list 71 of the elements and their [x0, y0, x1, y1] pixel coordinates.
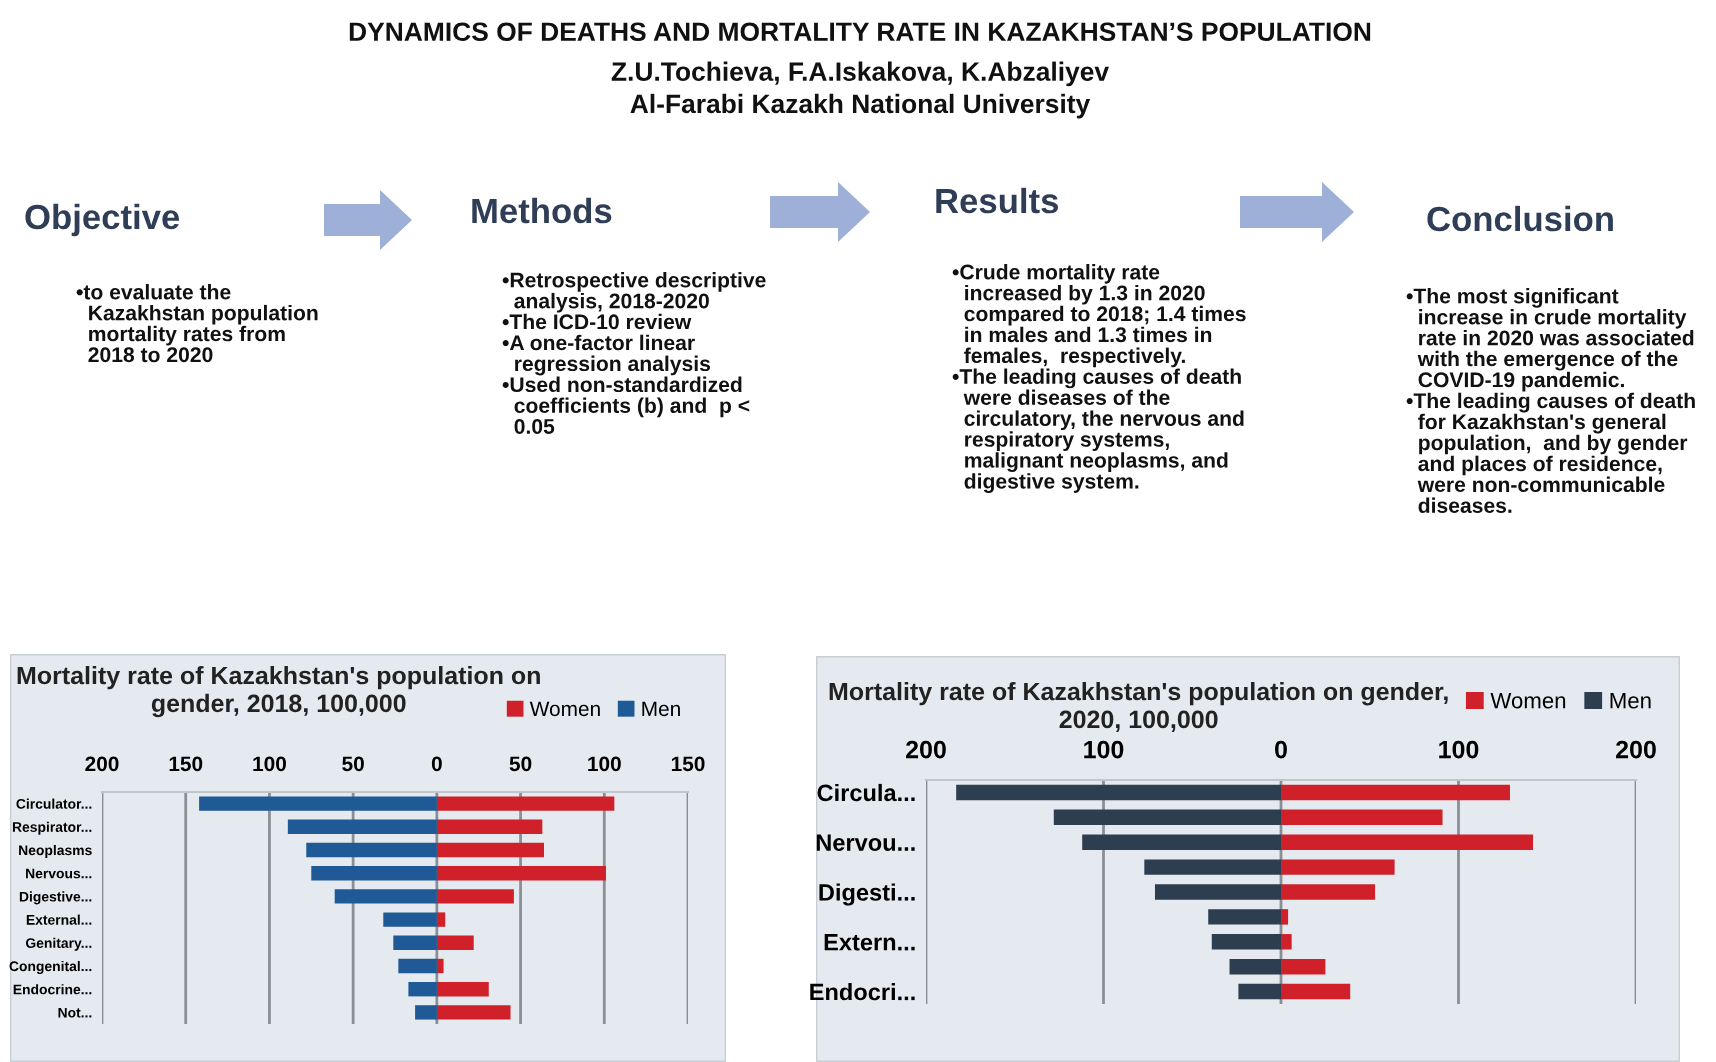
bar [1154, 884, 1281, 900]
bar [306, 842, 437, 858]
bar [1281, 834, 1534, 850]
x-tick-label: 100 [1439, 740, 1479, 759]
bar [1238, 983, 1281, 1000]
bar [1281, 809, 1443, 826]
bar [436, 982, 489, 997]
text: Objective [25, 203, 180, 237]
x-tick-label: 200 [906, 740, 946, 759]
text: •Retrospective descriptive analysis, 2018-2020 •The ICD-10 review •A one-factor linear regression analysis •Used non-standardized coefficients (b) and p < 0.05 [502, 272, 766, 434]
bar [311, 866, 437, 881]
bar [398, 958, 437, 974]
bar [436, 842, 545, 858]
bar [436, 1005, 511, 1020]
x-tick-label: 150 [169, 756, 203, 772]
bar [1229, 958, 1281, 975]
x-tick-label: 100 [1084, 740, 1124, 759]
x-tick-label: 100 [253, 756, 286, 772]
bar [1053, 809, 1281, 826]
y-tick-label: Circula... [817, 783, 915, 802]
x-tick-label: 200 [1616, 740, 1656, 759]
legend-label: Men [1610, 692, 1651, 709]
bar [436, 958, 444, 974]
bar [199, 796, 437, 811]
legend-label: Men [642, 701, 680, 717]
legend-label: Women [529, 701, 600, 717]
bar [956, 784, 1281, 801]
bar [1144, 859, 1281, 875]
text: •Crude mortality rate increased by 1.3 in 2020 compared to 2018; 1.4 times in males and 1.3 times in females, respectively. •The leading causes of death were diseases of the circulatory, the nervous and respiratory systems, malignant neoplasms, and digestive system. [952, 264, 1246, 493]
bar [415, 1005, 437, 1020]
bar [436, 819, 543, 834]
y-tick-label: Nervou... [816, 834, 915, 852]
bar [1281, 859, 1395, 875]
y-tick-label: Endocri... [810, 983, 915, 1001]
bar [383, 912, 437, 927]
bar [1208, 909, 1281, 925]
bar [436, 912, 446, 927]
x-tick-label: 50 [509, 756, 532, 772]
bar [1281, 784, 1510, 801]
bar [1281, 884, 1376, 900]
x-tick-label: 0 [1275, 740, 1287, 759]
text: DYNAMICS OF DEATHS AND MORTALITY RATE IN KAZAKHSTAN’S POPULATION [349, 22, 1371, 42]
x-tick-label: 200 [85, 756, 119, 772]
bar [436, 889, 514, 904]
bar [334, 889, 437, 904]
bar [436, 796, 615, 811]
y-tick-label: Digesti... [819, 883, 915, 906]
bar [1281, 909, 1289, 925]
text: •to evaluate the Kazakhstan population mortality rates from 2018 to 2020 [76, 284, 318, 363]
chart-title: Mortality rate of Kazakhstan's population on gender, 2020, 100,000 [829, 682, 1448, 732]
bar [1082, 834, 1281, 850]
legend-label: Women [1490, 692, 1566, 709]
text: Z.U.Tochieva, F.A.Iskakova, K.Abzaliyev Al-Farabi Kazakh National University [611, 61, 1109, 119]
bar [408, 982, 437, 997]
bar [1281, 958, 1326, 975]
bar [1281, 983, 1351, 1000]
x-tick-label: 0 [431, 756, 442, 772]
text: Methods [472, 197, 612, 224]
x-tick-label: 100 [588, 756, 621, 772]
text: Results [936, 187, 1058, 214]
text: •The most significant increase in crude mortality rate in 2020 was associated with the emergence of the COVID-19 pandemic. •The leading causes of death for Kazakhstan's general population, and by gender and places of residence, were non-communicable diseases. [1406, 288, 1695, 513]
text: Conclusion [1427, 205, 1613, 232]
bar [436, 935, 474, 950]
bar [393, 935, 437, 950]
bar [436, 866, 606, 881]
bar [287, 819, 437, 834]
y-tick-label: Extern... [824, 934, 915, 951]
bar [1211, 934, 1281, 950]
x-tick-label: 50 [342, 756, 364, 772]
x-tick-label: 150 [671, 756, 705, 772]
bar [1281, 934, 1292, 950]
